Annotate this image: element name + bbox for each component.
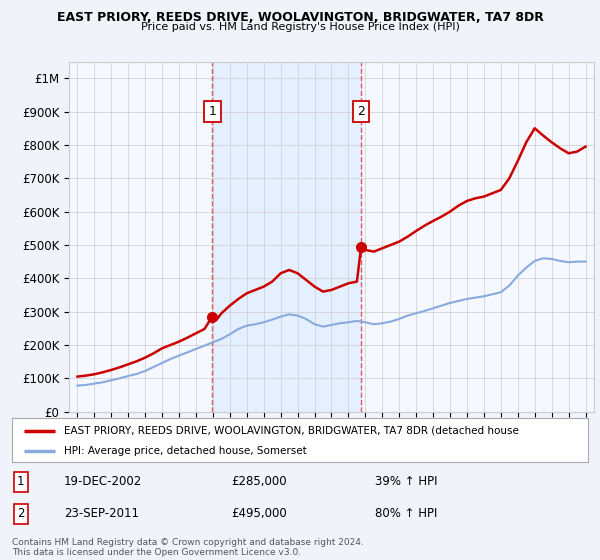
Text: 1: 1 xyxy=(17,475,25,488)
Text: EAST PRIORY, REEDS DRIVE, WOOLAVINGTON, BRIDGWATER, TA7 8DR: EAST PRIORY, REEDS DRIVE, WOOLAVINGTON, … xyxy=(56,11,544,24)
Text: 2: 2 xyxy=(357,105,365,118)
Text: £285,000: £285,000 xyxy=(231,475,287,488)
Text: £495,000: £495,000 xyxy=(231,507,287,520)
Text: Price paid vs. HM Land Registry's House Price Index (HPI): Price paid vs. HM Land Registry's House … xyxy=(140,22,460,32)
Text: 80% ↑ HPI: 80% ↑ HPI xyxy=(375,507,437,520)
Text: 39% ↑ HPI: 39% ↑ HPI xyxy=(375,475,437,488)
Text: Contains HM Land Registry data © Crown copyright and database right 2024.
This d: Contains HM Land Registry data © Crown c… xyxy=(12,538,364,557)
Text: 2: 2 xyxy=(17,507,25,520)
Text: 23-SEP-2011: 23-SEP-2011 xyxy=(64,507,139,520)
Text: EAST PRIORY, REEDS DRIVE, WOOLAVINGTON, BRIDGWATER, TA7 8DR (detached house: EAST PRIORY, REEDS DRIVE, WOOLAVINGTON, … xyxy=(64,426,519,436)
Bar xyxy=(212,62,361,412)
Text: HPI: Average price, detached house, Somerset: HPI: Average price, detached house, Some… xyxy=(64,446,307,456)
Text: 1: 1 xyxy=(208,105,216,118)
Text: 19-DEC-2002: 19-DEC-2002 xyxy=(64,475,142,488)
